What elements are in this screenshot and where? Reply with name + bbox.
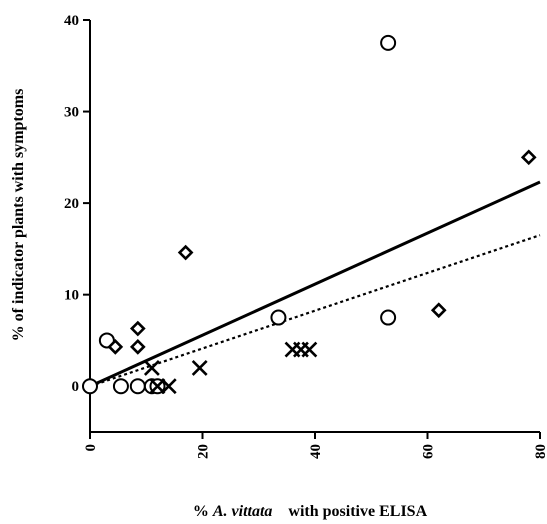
diamond-point-0 <box>107 339 124 355</box>
diamond-point-1 <box>129 320 146 337</box>
x-tick-label-1: 20 <box>196 444 212 459</box>
fit-line-solid <box>89 180 541 388</box>
circle-point-3 <box>129 378 146 395</box>
x-axis-title: % A. vittata with positive ELISA <box>193 503 428 520</box>
y-axis-title: % of indicator plants with symptoms <box>10 89 27 342</box>
y-tick-label-4: 40 <box>64 13 79 29</box>
x-tick-label-2: 40 <box>308 444 324 459</box>
diamond-point-2 <box>129 339 146 355</box>
cross-point-0 <box>143 359 160 376</box>
data-points <box>82 34 537 395</box>
circle-point-1 <box>98 332 115 349</box>
fit-lines <box>89 180 541 388</box>
x-tick-label-4: 80 <box>533 444 547 459</box>
diamond-point-4 <box>430 302 447 319</box>
x-axis-ticks: 0 20 40 60 80 <box>83 432 547 459</box>
cross-point-6 <box>301 341 318 358</box>
circle-point-6 <box>270 309 287 326</box>
x-axis-title-part-0: % <box>193 503 213 520</box>
y-tick-label-1: 10 <box>64 288 79 304</box>
circle-point-8 <box>380 309 397 326</box>
x-axis-title-part-2: with positive ELISA <box>272 503 427 520</box>
cross-point-2 <box>160 378 177 395</box>
x-tick-label-0: 0 <box>83 444 99 452</box>
cross-point-1 <box>149 378 166 395</box>
circle-point-0 <box>82 378 98 395</box>
x-axis-title-part-1: A. vittata <box>212 503 273 520</box>
diamond-point-5 <box>520 149 537 166</box>
y-tick-label-3: 30 <box>64 105 79 121</box>
x-tick-label-3: 60 <box>421 444 437 459</box>
circle-point-2 <box>112 378 129 395</box>
cross-point-3 <box>191 359 208 376</box>
fit-line-dotted <box>89 234 541 388</box>
y-tick-label-2: 20 <box>64 196 79 212</box>
axes: 0 10 20 30 40 0 20 40 60 80 <box>64 13 547 459</box>
circle-point-7 <box>380 34 397 51</box>
y-axis-ticks: 0 10 20 30 40 <box>64 13 90 395</box>
y-tick-label-0: 0 <box>72 379 80 395</box>
diamond-point-3 <box>177 244 194 261</box>
